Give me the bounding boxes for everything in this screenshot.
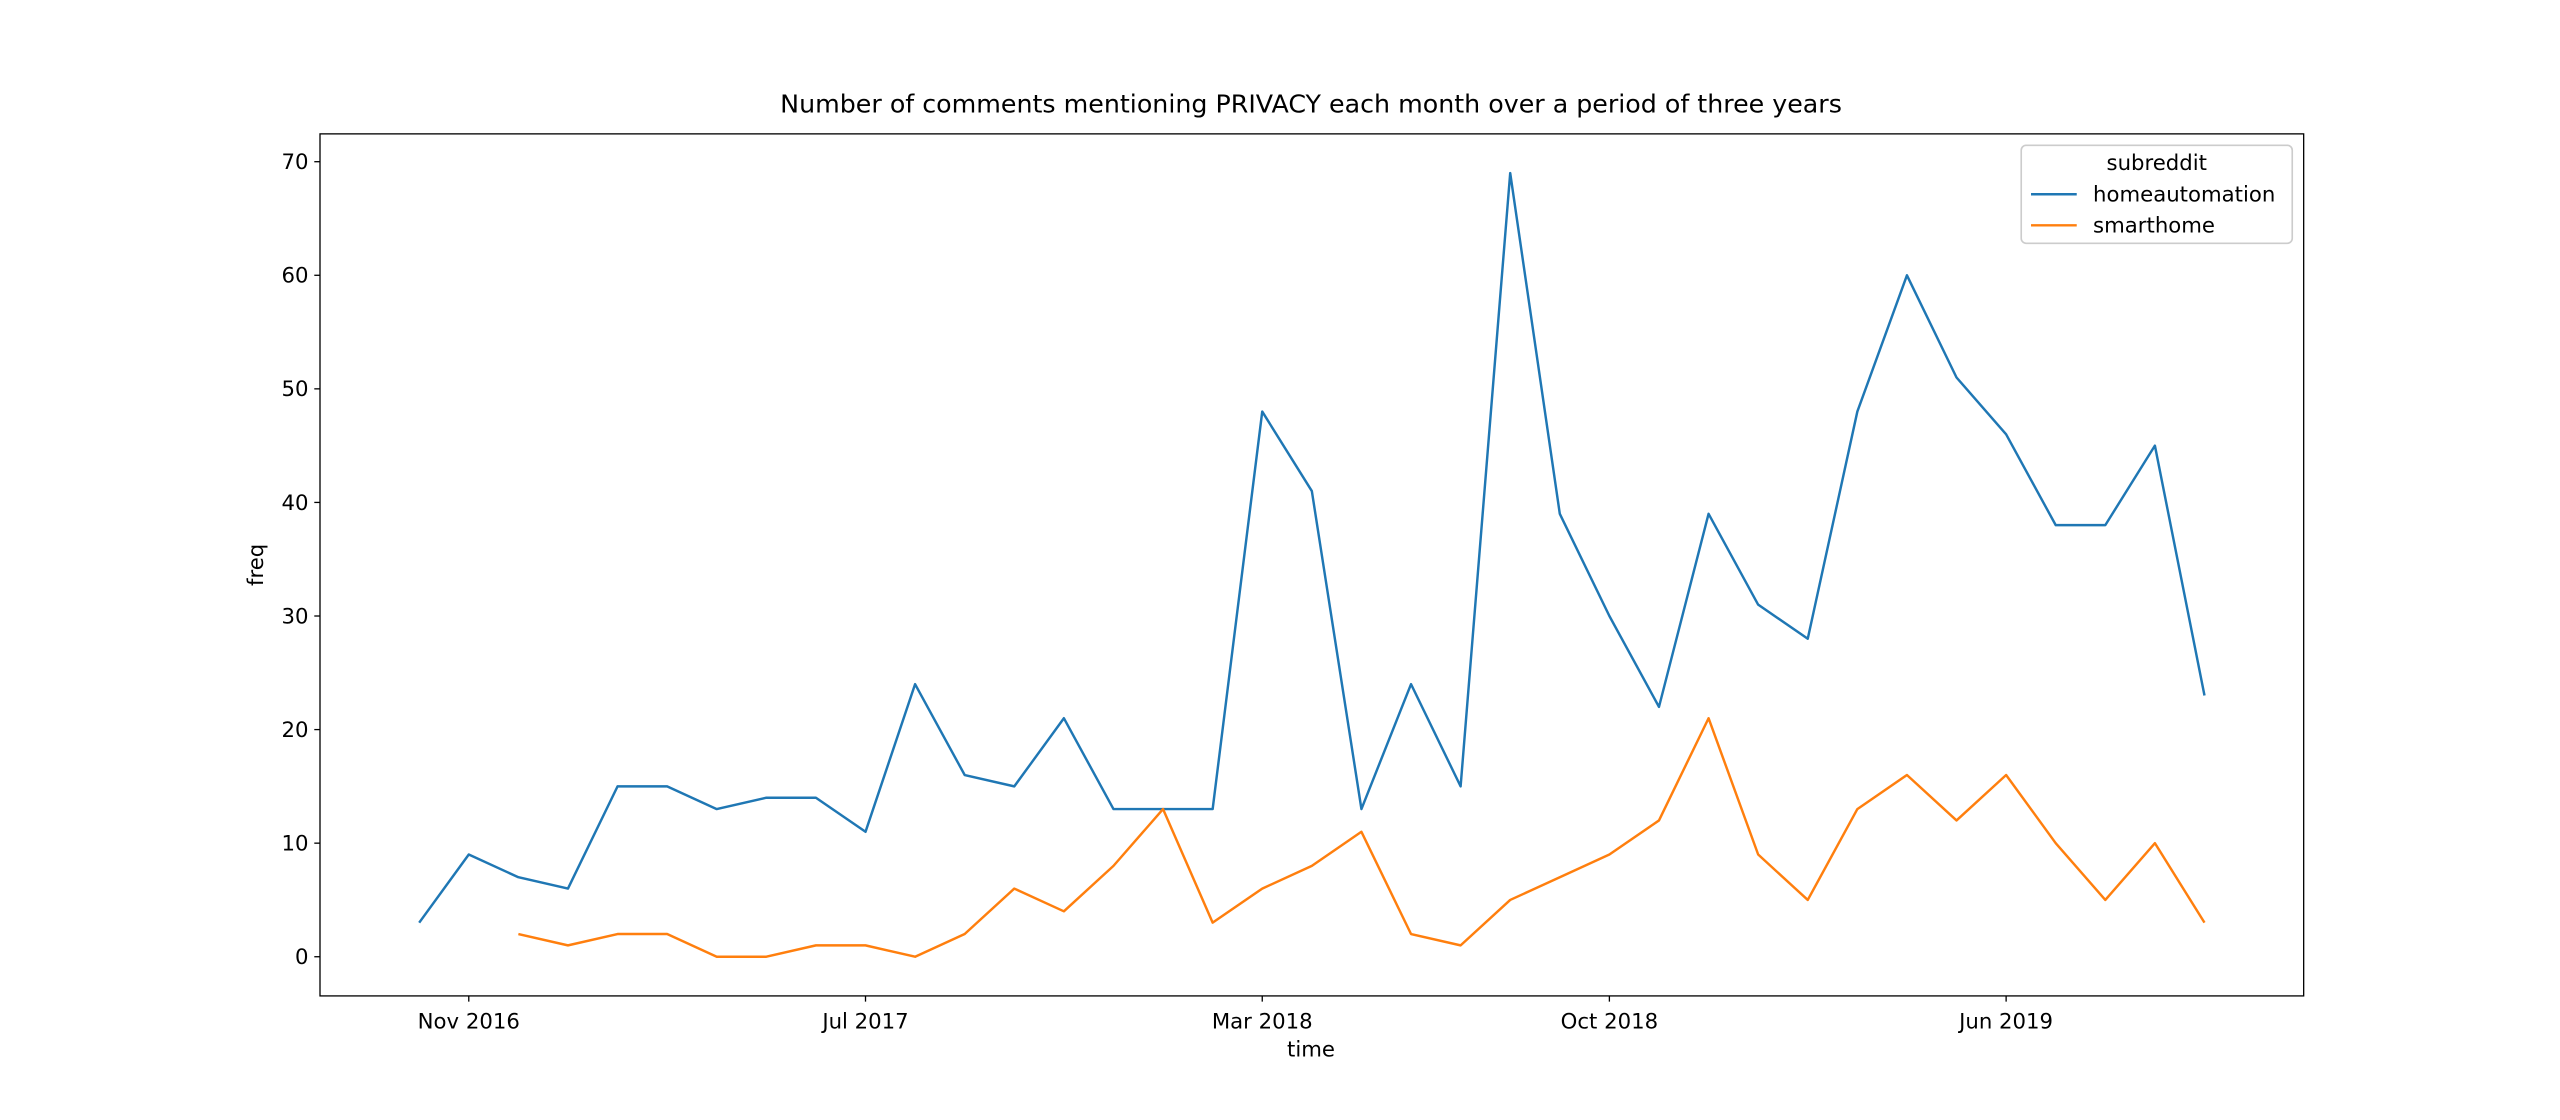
y-tick-label: 40: [282, 491, 309, 516]
x-axis-label: time: [1287, 1037, 1335, 1062]
y-axis-label: freq: [244, 544, 269, 586]
legend-label: smarthome: [2093, 214, 2215, 239]
legend-label: homeautomation: [2093, 183, 2275, 208]
y-tick-label: 60: [282, 264, 309, 289]
series-line: [418, 171, 2206, 924]
legend-title: subreddit: [2107, 151, 2207, 176]
x-tick-label: Oct 2018: [1561, 1010, 1658, 1035]
y-tick-label: 50: [282, 377, 309, 402]
series-line: [518, 717, 2206, 958]
legend-box: [2020, 144, 2294, 245]
x-tick-label: Jun 2019: [1957, 1010, 2053, 1035]
y-tick-label: 30: [282, 604, 309, 629]
legend: subreddit homeautomation smarthome: [2020, 144, 2294, 245]
y-tick-label: 10: [282, 832, 309, 857]
y-tick-label: 20: [282, 718, 309, 743]
y-tick-label: 70: [282, 150, 309, 175]
chart-title: Number of comments mentioning PRIVACY ea…: [780, 90, 1842, 119]
x-tick-label: Mar 2018: [1212, 1010, 1313, 1035]
x-tick-label: Jul 2017: [820, 1010, 908, 1035]
x-tick-label: Nov 2016: [418, 1010, 520, 1035]
y-tick-label: 0: [295, 945, 309, 970]
plot-frame: [319, 133, 2305, 997]
